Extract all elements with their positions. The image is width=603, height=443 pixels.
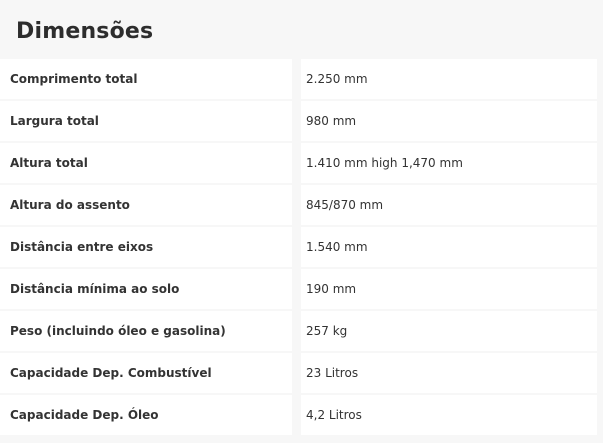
spec-value: 257 kg [301, 311, 597, 351]
table-row: Altura total 1.410 mm high 1,470 mm [0, 143, 603, 183]
spec-label: Altura total [0, 143, 292, 183]
spec-value: 4,2 Litros [301, 395, 597, 435]
table-row: Distância mínima ao solo 190 mm [0, 269, 603, 309]
spec-label: Capacidade Dep. Combustível [0, 353, 292, 393]
table-row: Distância entre eixos 1.540 mm [0, 227, 603, 267]
spec-label: Largura total [0, 101, 292, 141]
table-row: Peso (incluindo óleo e gasolina) 257 kg [0, 311, 603, 351]
spec-value: 23 Litros [301, 353, 597, 393]
spec-value: 190 mm [301, 269, 597, 309]
spec-value: 845/870 mm [301, 185, 597, 225]
table-row: Capacidade Dep. Combustível 23 Litros [0, 353, 603, 393]
spec-label: Capacidade Dep. Óleo [0, 395, 292, 435]
spec-value: 1.410 mm high 1,470 mm [301, 143, 597, 183]
table-row: Altura do assento 845/870 mm [0, 185, 603, 225]
dimensions-table: Comprimento total 2.250 mm Largura total 98… [0, 59, 603, 437]
spec-value: 980 mm [301, 101, 597, 141]
spec-label: Distância mínima ao solo [0, 269, 292, 309]
table-row: Comprimento total 2.250 mm [0, 59, 603, 99]
table-row: Largura total 980 mm [0, 101, 603, 141]
spec-label: Distância entre eixos [0, 227, 292, 267]
spec-value: 2.250 mm [301, 59, 597, 99]
spec-label: Comprimento total [0, 59, 292, 99]
table-row: Capacidade Dep. Óleo 4,2 Litros [0, 395, 603, 435]
spec-value: 1.540 mm [301, 227, 597, 267]
spec-label: Altura do assento [0, 185, 292, 225]
section-title: Dimensões [16, 19, 154, 44]
spec-label: Peso (incluindo óleo e gasolina) [0, 311, 292, 351]
